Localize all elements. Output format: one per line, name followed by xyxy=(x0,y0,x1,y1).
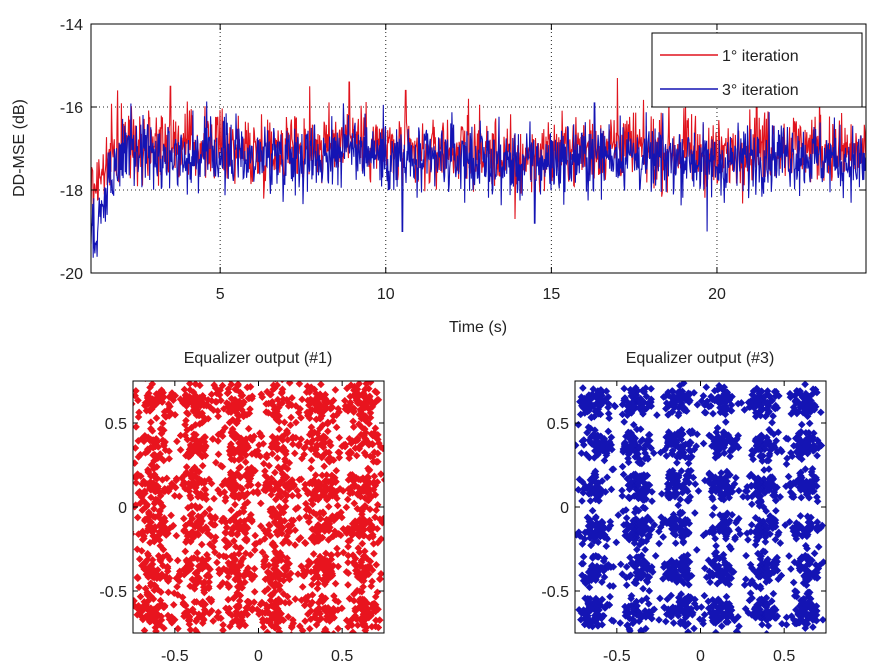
scatter2-plot-area xyxy=(575,381,826,633)
legend-label-iteration-1: 1° iteration xyxy=(722,48,799,65)
scatter1-x-tick-label: -0.5 xyxy=(161,648,189,665)
scatter2-points xyxy=(575,381,826,633)
mse-series-group xyxy=(91,77,866,258)
scatter2-x-tick-label: 0 xyxy=(696,648,705,665)
legend-box xyxy=(651,32,863,108)
mse-x-tick-label: 5 xyxy=(216,286,225,303)
scatter1-y-tick-label: 0 xyxy=(118,500,127,517)
mse-x-tick-label: 15 xyxy=(542,286,560,303)
mse-x-axis-label: Time (s) xyxy=(449,319,507,336)
scatter1-x-tick-label: 0 xyxy=(254,648,263,665)
mse-axes-frame xyxy=(90,23,867,274)
mse-x-tick-label: 20 xyxy=(708,286,726,303)
mse-y-tick-label: -20 xyxy=(60,266,83,283)
scatter2-y-tick-label: 0 xyxy=(560,500,569,517)
scatter2-x-tick-label: -0.5 xyxy=(603,648,631,665)
mse-line-chart: 5 10 15 20 -20 -18 -16 -14 Time (s) DD-MSE (dB)… xyxy=(11,17,867,336)
scatter1-points xyxy=(133,381,384,633)
mse-x-tick-label: 10 xyxy=(377,286,395,303)
scatter2-y-tick-label: 0.5 xyxy=(547,416,569,433)
scatter1-x-tick-label: 0.5 xyxy=(331,648,353,665)
mse-y-tick-label: -14 xyxy=(60,17,83,34)
scatter2-title: Equalizer output (#3) xyxy=(626,350,775,367)
mse-y-axis-label: DD-MSE (dB) xyxy=(11,99,28,197)
scatter1-marker xyxy=(133,381,384,633)
legend-label-iteration-3: 3° iteration xyxy=(722,82,799,99)
scatter1-ticks: -0.5 0 0.5 0.5 0 -0.5 xyxy=(99,381,384,665)
mse-legend: 1° iteration 3° iteration xyxy=(651,32,863,108)
scatter2-y-tick-label: -0.5 xyxy=(541,584,569,601)
scatter1-y-tick-label: -0.5 xyxy=(99,584,127,601)
equalizer-output-1-scatter: Equalizer output (#1) -0.5 0 0.5 0.5 0 -0.5 xyxy=(99,350,385,665)
equalizer-output-3-scatter: Equalizer output (#3) -0.5 0 0.5 0.5 0 -0.5 xyxy=(541,350,827,665)
mse-y-tick-label: -16 xyxy=(60,100,83,117)
scatter1-y-tick-label: 0.5 xyxy=(105,416,127,433)
mse-series-line-iteration-3 xyxy=(91,101,866,258)
scatter2-x-tick-label: 0.5 xyxy=(773,648,795,665)
mse-ticks: 5 10 15 20 -20 -18 -16 -14 xyxy=(60,17,866,303)
scatter2-ticks: -0.5 0 0.5 0.5 0 -0.5 xyxy=(541,381,826,665)
scatter2-marker xyxy=(575,381,826,633)
scatter1-title: Equalizer output (#1) xyxy=(184,350,333,367)
mse-y-tick-label: -18 xyxy=(60,183,83,200)
